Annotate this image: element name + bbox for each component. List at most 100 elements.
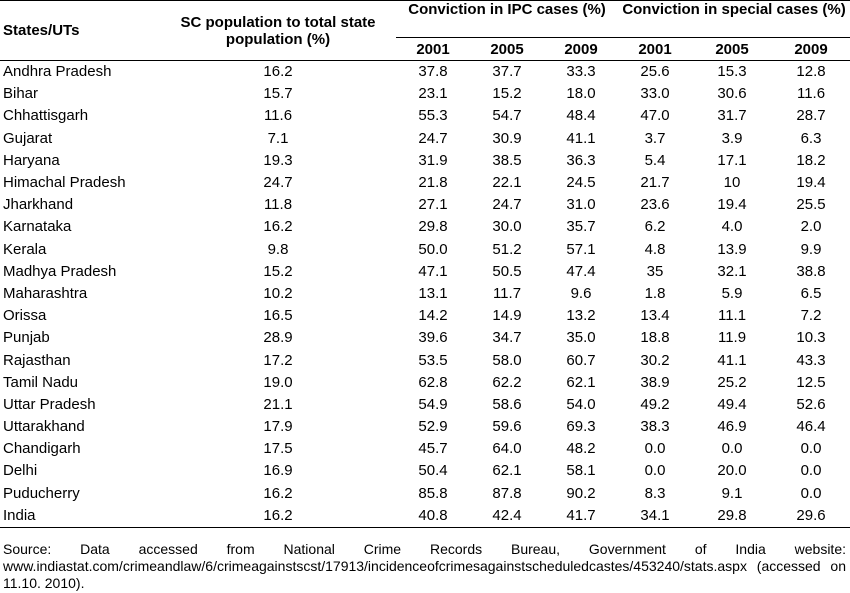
state-cell: Karnataka (3, 218, 72, 236)
sc-population-cell: 21.1 (263, 395, 293, 413)
sc-population-cell: 15.7 (263, 85, 293, 103)
ipc-2009-cell: 47.4 (566, 262, 596, 280)
table-header: States/UTs SC population to total state … (0, 0, 850, 61)
special-2005-cell: 20.0 (717, 462, 747, 480)
sc-population-cell: 10.2 (263, 284, 293, 302)
sc-population-cell: 9.8 (267, 240, 289, 258)
special-2009-cell: 12.8 (796, 63, 826, 81)
sc-population-cell: 11.6 (263, 107, 293, 125)
sc-population-cell: 7.1 (267, 129, 289, 147)
state-cell: India (0, 504, 160, 528)
special-2009-cell: 52.6 (796, 395, 826, 413)
table-row: Madhya Pradesh 15.2 47.1 50.5 47.4 35 32.1 38.8 (0, 261, 850, 283)
ipc-2009-cell: 57.1 (566, 240, 596, 258)
header-ipc-year: 2005 (470, 37, 544, 61)
ipc-2009-cell: 54.0 (566, 395, 596, 413)
sc-population-cell: 15.2 (263, 262, 293, 280)
special-2001-cell: 13.4 (640, 307, 670, 325)
ipc-2005-cell: 59.6 (492, 418, 522, 436)
state-cell: Orissa (3, 307, 47, 325)
ipc-2001-cell: 13.1 (418, 284, 448, 302)
ipc-2005-cell: 24.7 (492, 196, 522, 214)
ipc-2001-cell: 37.8 (418, 63, 448, 81)
header-state: States/UTs (0, 0, 160, 61)
special-2009-cell: 18.2 (796, 151, 826, 169)
table-row: Bihar 15.7 23.1 15.2 18.0 33.0 30.6 11.6 (0, 83, 850, 105)
ipc-2009-cell: 41.7 (544, 504, 619, 528)
special-2001-cell: 35 (646, 262, 664, 280)
special-2005-cell: 13.9 (717, 240, 747, 258)
special-2001-cell: 23.6 (640, 196, 670, 214)
state-cell: Chandigarh (3, 440, 81, 458)
ipc-2005-cell: 30.9 (492, 129, 522, 147)
header-ipc-year: 2009 (544, 37, 619, 61)
ipc-2009-cell: 33.3 (566, 63, 596, 81)
ipc-2005-cell: 37.7 (492, 63, 522, 81)
ipc-2005-cell: 58.0 (492, 351, 522, 369)
ipc-2005-cell: 42.4 (470, 504, 544, 528)
special-2001-cell: 0.0 (644, 462, 666, 480)
special-2009-cell: 12.5 (796, 373, 826, 391)
state-cell: Puducherry (3, 484, 80, 502)
special-2009-cell: 0.0 (800, 484, 822, 502)
special-2009-cell: 10.3 (796, 329, 826, 347)
ipc-2005-cell: 87.8 (492, 484, 522, 502)
table-row: Chhattisgarh 11.6 55.3 54.7 48.4 47.0 31.7 28.7 (0, 105, 850, 127)
special-2005-cell: 10 (723, 174, 741, 192)
special-2005-cell: 5.9 (721, 284, 743, 302)
special-2001-cell: 30.2 (640, 351, 670, 369)
special-2009-cell: 2.0 (800, 218, 822, 236)
ipc-2001-cell: 14.2 (418, 307, 448, 325)
ipc-2005-cell: 15.2 (492, 85, 522, 103)
state-cell: Uttarakhand (3, 418, 85, 436)
header-special-year: 2009 (772, 37, 850, 61)
ipc-2005-cell: 11.7 (492, 284, 522, 302)
header-special-cases: Conviction in special cases (%) (618, 0, 850, 38)
special-2009-cell: 6.3 (800, 129, 822, 147)
special-2005-cell: 32.1 (717, 262, 747, 280)
ipc-2001-cell: 27.1 (418, 196, 448, 214)
special-2001-cell: 49.2 (640, 395, 670, 413)
table-row: Andhra Pradesh 16.2 37.8 37.7 33.3 25.6 15.3 12… (0, 61, 850, 84)
table-body: Andhra Pradesh 16.2 37.8 37.7 33.3 25.6 15.3 12… (0, 61, 850, 528)
header-special-year: 2005 (692, 37, 773, 61)
ipc-2001-cell: 31.9 (418, 151, 448, 169)
header-special-year: 2001 (618, 37, 693, 61)
table-row: Rajasthan 17.2 53.5 58.0 60.7 30.2 41.1 43.3 (0, 349, 850, 371)
special-2009-cell: 0.0 (800, 462, 822, 480)
ipc-2009-cell: 60.7 (566, 351, 596, 369)
ipc-2001-cell: 50.0 (418, 240, 448, 258)
special-2001-cell: 25.6 (640, 63, 670, 81)
ipc-2009-cell: 41.1 (566, 129, 596, 147)
table-row: Chandigarh 17.5 45.7 64.0 48.2 0.0 0.0 0.0 (0, 438, 850, 460)
header-ipc-year: 2001 (396, 37, 470, 61)
special-2009-cell: 25.5 (796, 196, 826, 214)
special-2001-cell: 38.3 (640, 418, 670, 436)
special-2001-cell: 8.3 (644, 484, 666, 502)
header-sc-population: SC population to total state population … (160, 0, 396, 61)
special-2001-cell: 33.0 (640, 85, 670, 103)
source-note: Source: Data accessed from National Crim… (3, 541, 846, 591)
ipc-2001-cell: 62.8 (418, 373, 448, 391)
ipc-2009-cell: 18.0 (566, 85, 596, 103)
table-row: Maharashtra 10.2 13.1 11.7 9.6 1.8 5.9 6.5 (0, 283, 850, 305)
ipc-2001-cell: 85.8 (418, 484, 448, 502)
ipc-2009-cell: 13.2 (566, 307, 596, 325)
sc-population-cell: 16.2 (263, 218, 293, 236)
sc-population-cell: 28.9 (263, 329, 293, 347)
sc-population-cell: 19.3 (263, 151, 293, 169)
table-row: Punjab 28.9 39.6 34.7 35.0 18.8 11.9 10.3 (0, 327, 850, 349)
special-2001-cell: 34.1 (618, 504, 693, 528)
special-2009-cell: 6.5 (800, 284, 822, 302)
sc-population-cell: 16.5 (263, 307, 293, 325)
ipc-2005-cell: 51.2 (492, 240, 522, 258)
special-2005-cell: 19.4 (717, 196, 747, 214)
special-2005-cell: 30.6 (717, 85, 747, 103)
state-cell: Bihar (3, 85, 39, 103)
special-2005-cell: 15.3 (717, 63, 747, 81)
special-2005-cell: 4.0 (721, 218, 743, 236)
sc-population-cell: 16.9 (263, 462, 293, 480)
state-cell: Punjab (3, 329, 50, 347)
special-2005-cell: 0.0 (721, 440, 743, 458)
